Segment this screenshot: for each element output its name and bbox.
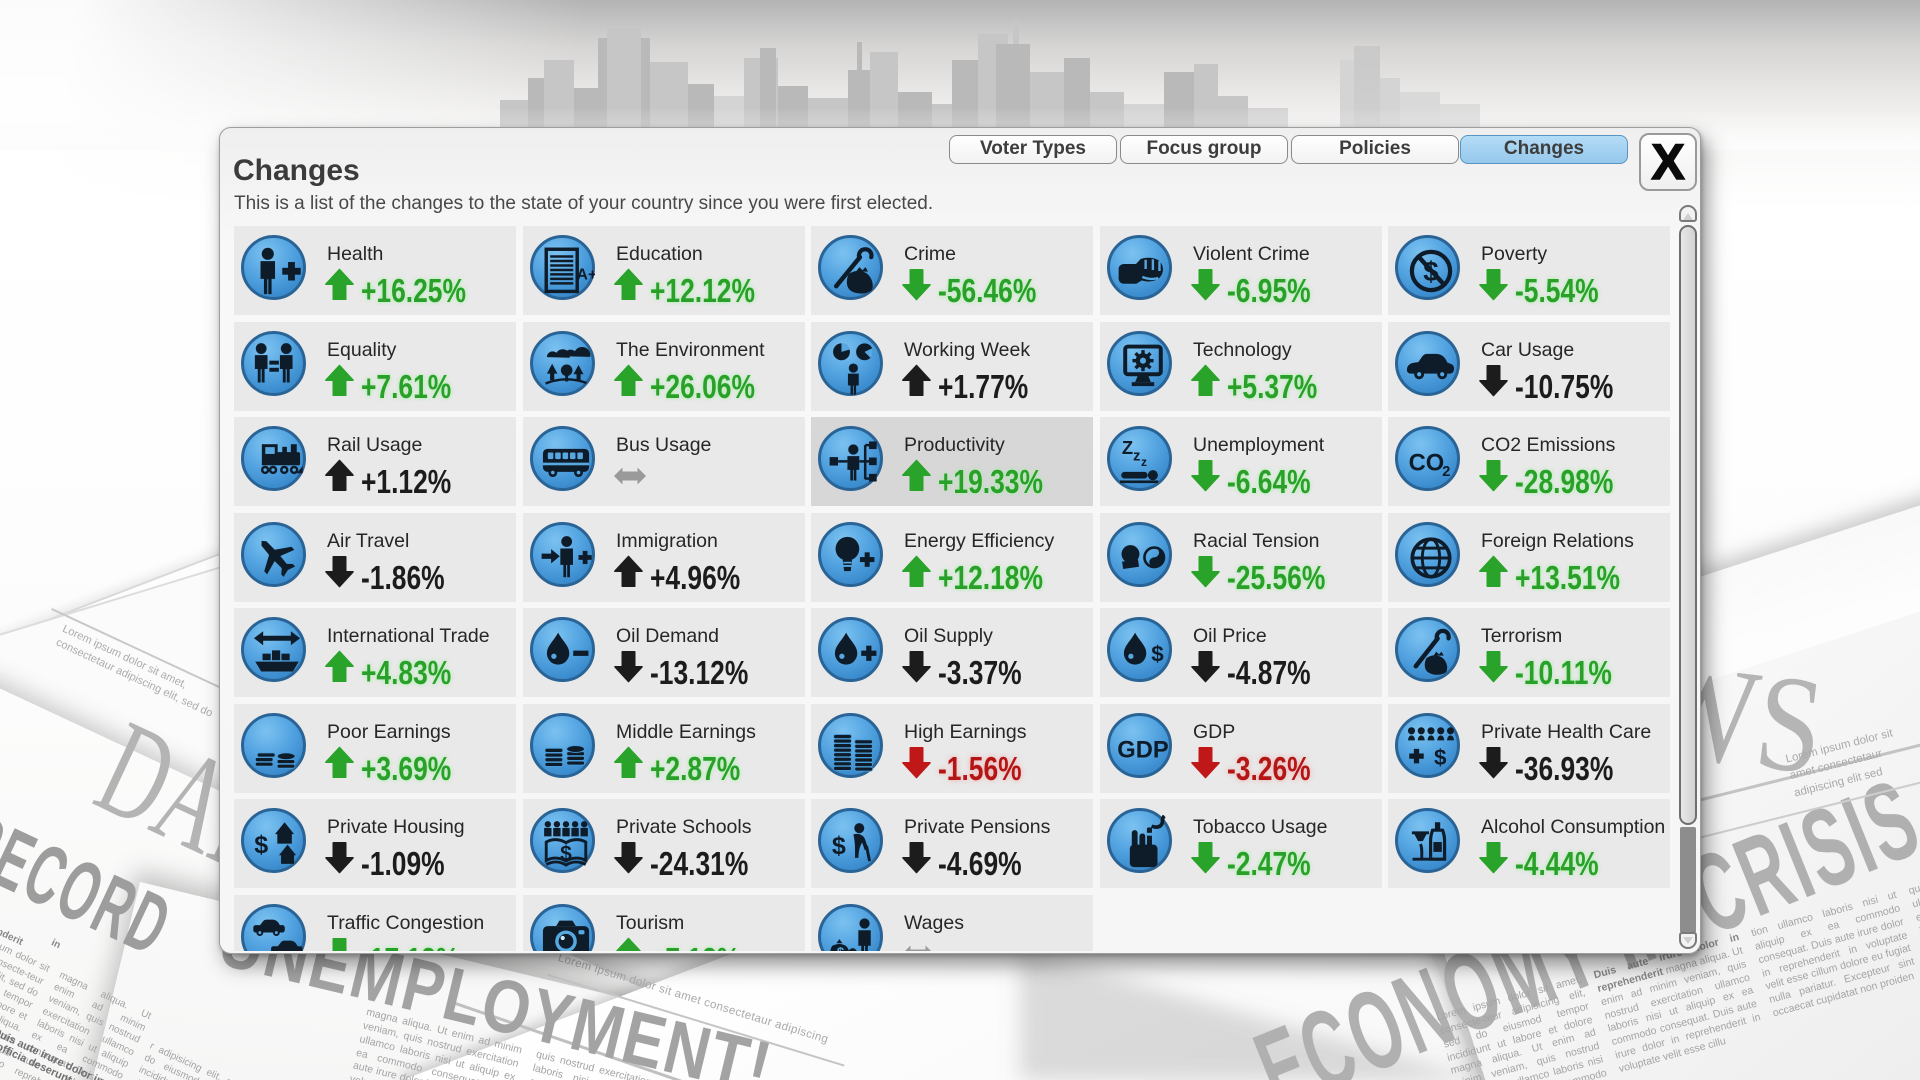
svg-text:$: $	[831, 831, 845, 859]
svg-text:$: $	[836, 944, 844, 951]
svg-text:CO: CO	[1408, 450, 1444, 476]
svg-text:Z: Z	[1121, 437, 1132, 458]
svg-text:A+: A+	[576, 266, 594, 283]
svg-text:$: $	[1434, 744, 1447, 769]
svg-text:2: 2	[1442, 463, 1450, 479]
svg-text:GDP: GDP	[1117, 737, 1169, 763]
svg-text:$: $	[254, 831, 268, 859]
svg-text:$: $	[560, 842, 572, 865]
svg-text:$: $	[1151, 641, 1164, 666]
svg-text:z: z	[1133, 448, 1140, 464]
svg-text:z: z	[1141, 454, 1147, 468]
